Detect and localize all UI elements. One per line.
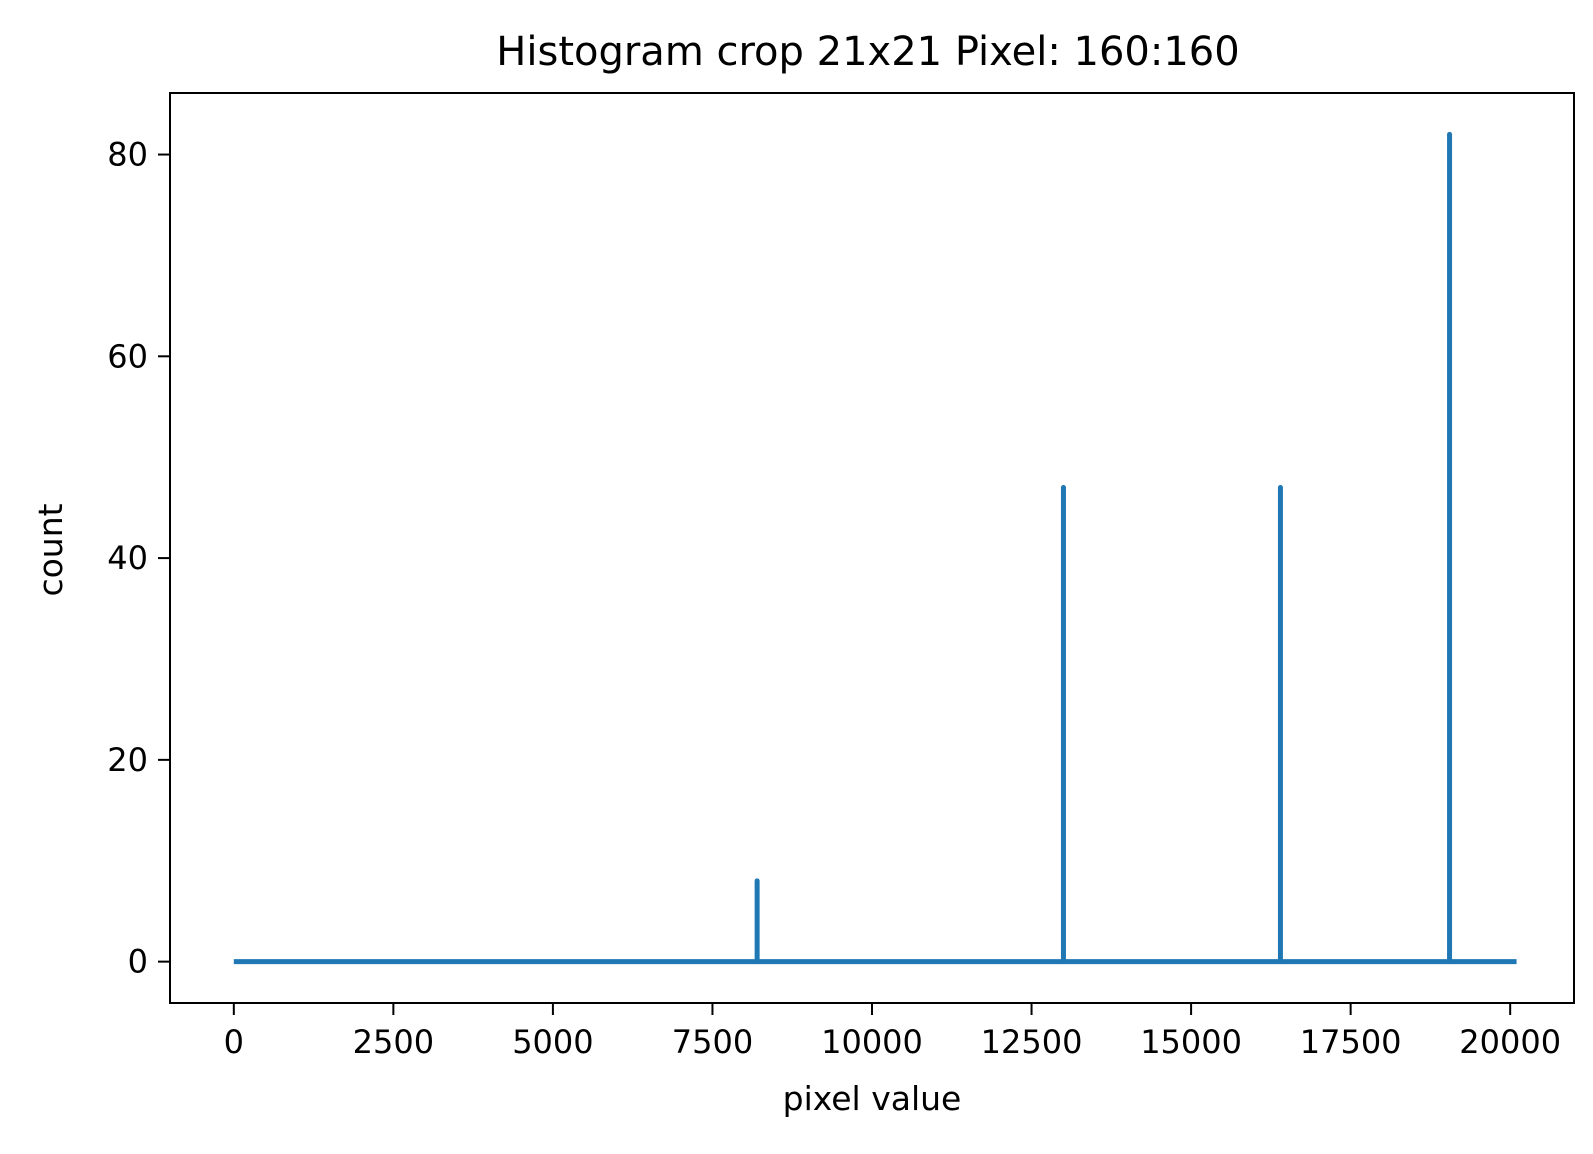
x-tick-label: 15000 [1140,1023,1242,1061]
y-tick-label: 0 [128,943,148,981]
y-tick-label: 20 [107,741,148,779]
x-axis-label: pixel value [783,1079,962,1118]
x-tick-label: 20000 [1459,1023,1561,1061]
y-axis-label: count [31,503,70,596]
x-tick-label: 5000 [512,1023,593,1061]
y-tick-label: 60 [107,337,148,375]
y-axis: 0 20 40 60 80 [107,136,170,981]
x-tick-label: 2500 [353,1023,434,1061]
x-tick-label: 17500 [1300,1023,1402,1061]
x-axis: 0 2500 5000 7500 10000 12500 15000 17500 20000 [224,1003,1561,1061]
y-tick-label: 80 [107,136,148,174]
plot-area [233,131,1517,965]
chart-title: Histogram crop 21x21 Pixel: 160:160 [496,29,1239,75]
y-tick-label: 40 [107,539,148,577]
x-tick-label: 0 [224,1023,244,1061]
series-line [233,131,1517,965]
x-tick-label: 12500 [981,1023,1083,1061]
x-tick-label: 7500 [672,1023,753,1061]
plot-frame [169,92,1575,1004]
x-tick-label: 10000 [821,1023,923,1061]
